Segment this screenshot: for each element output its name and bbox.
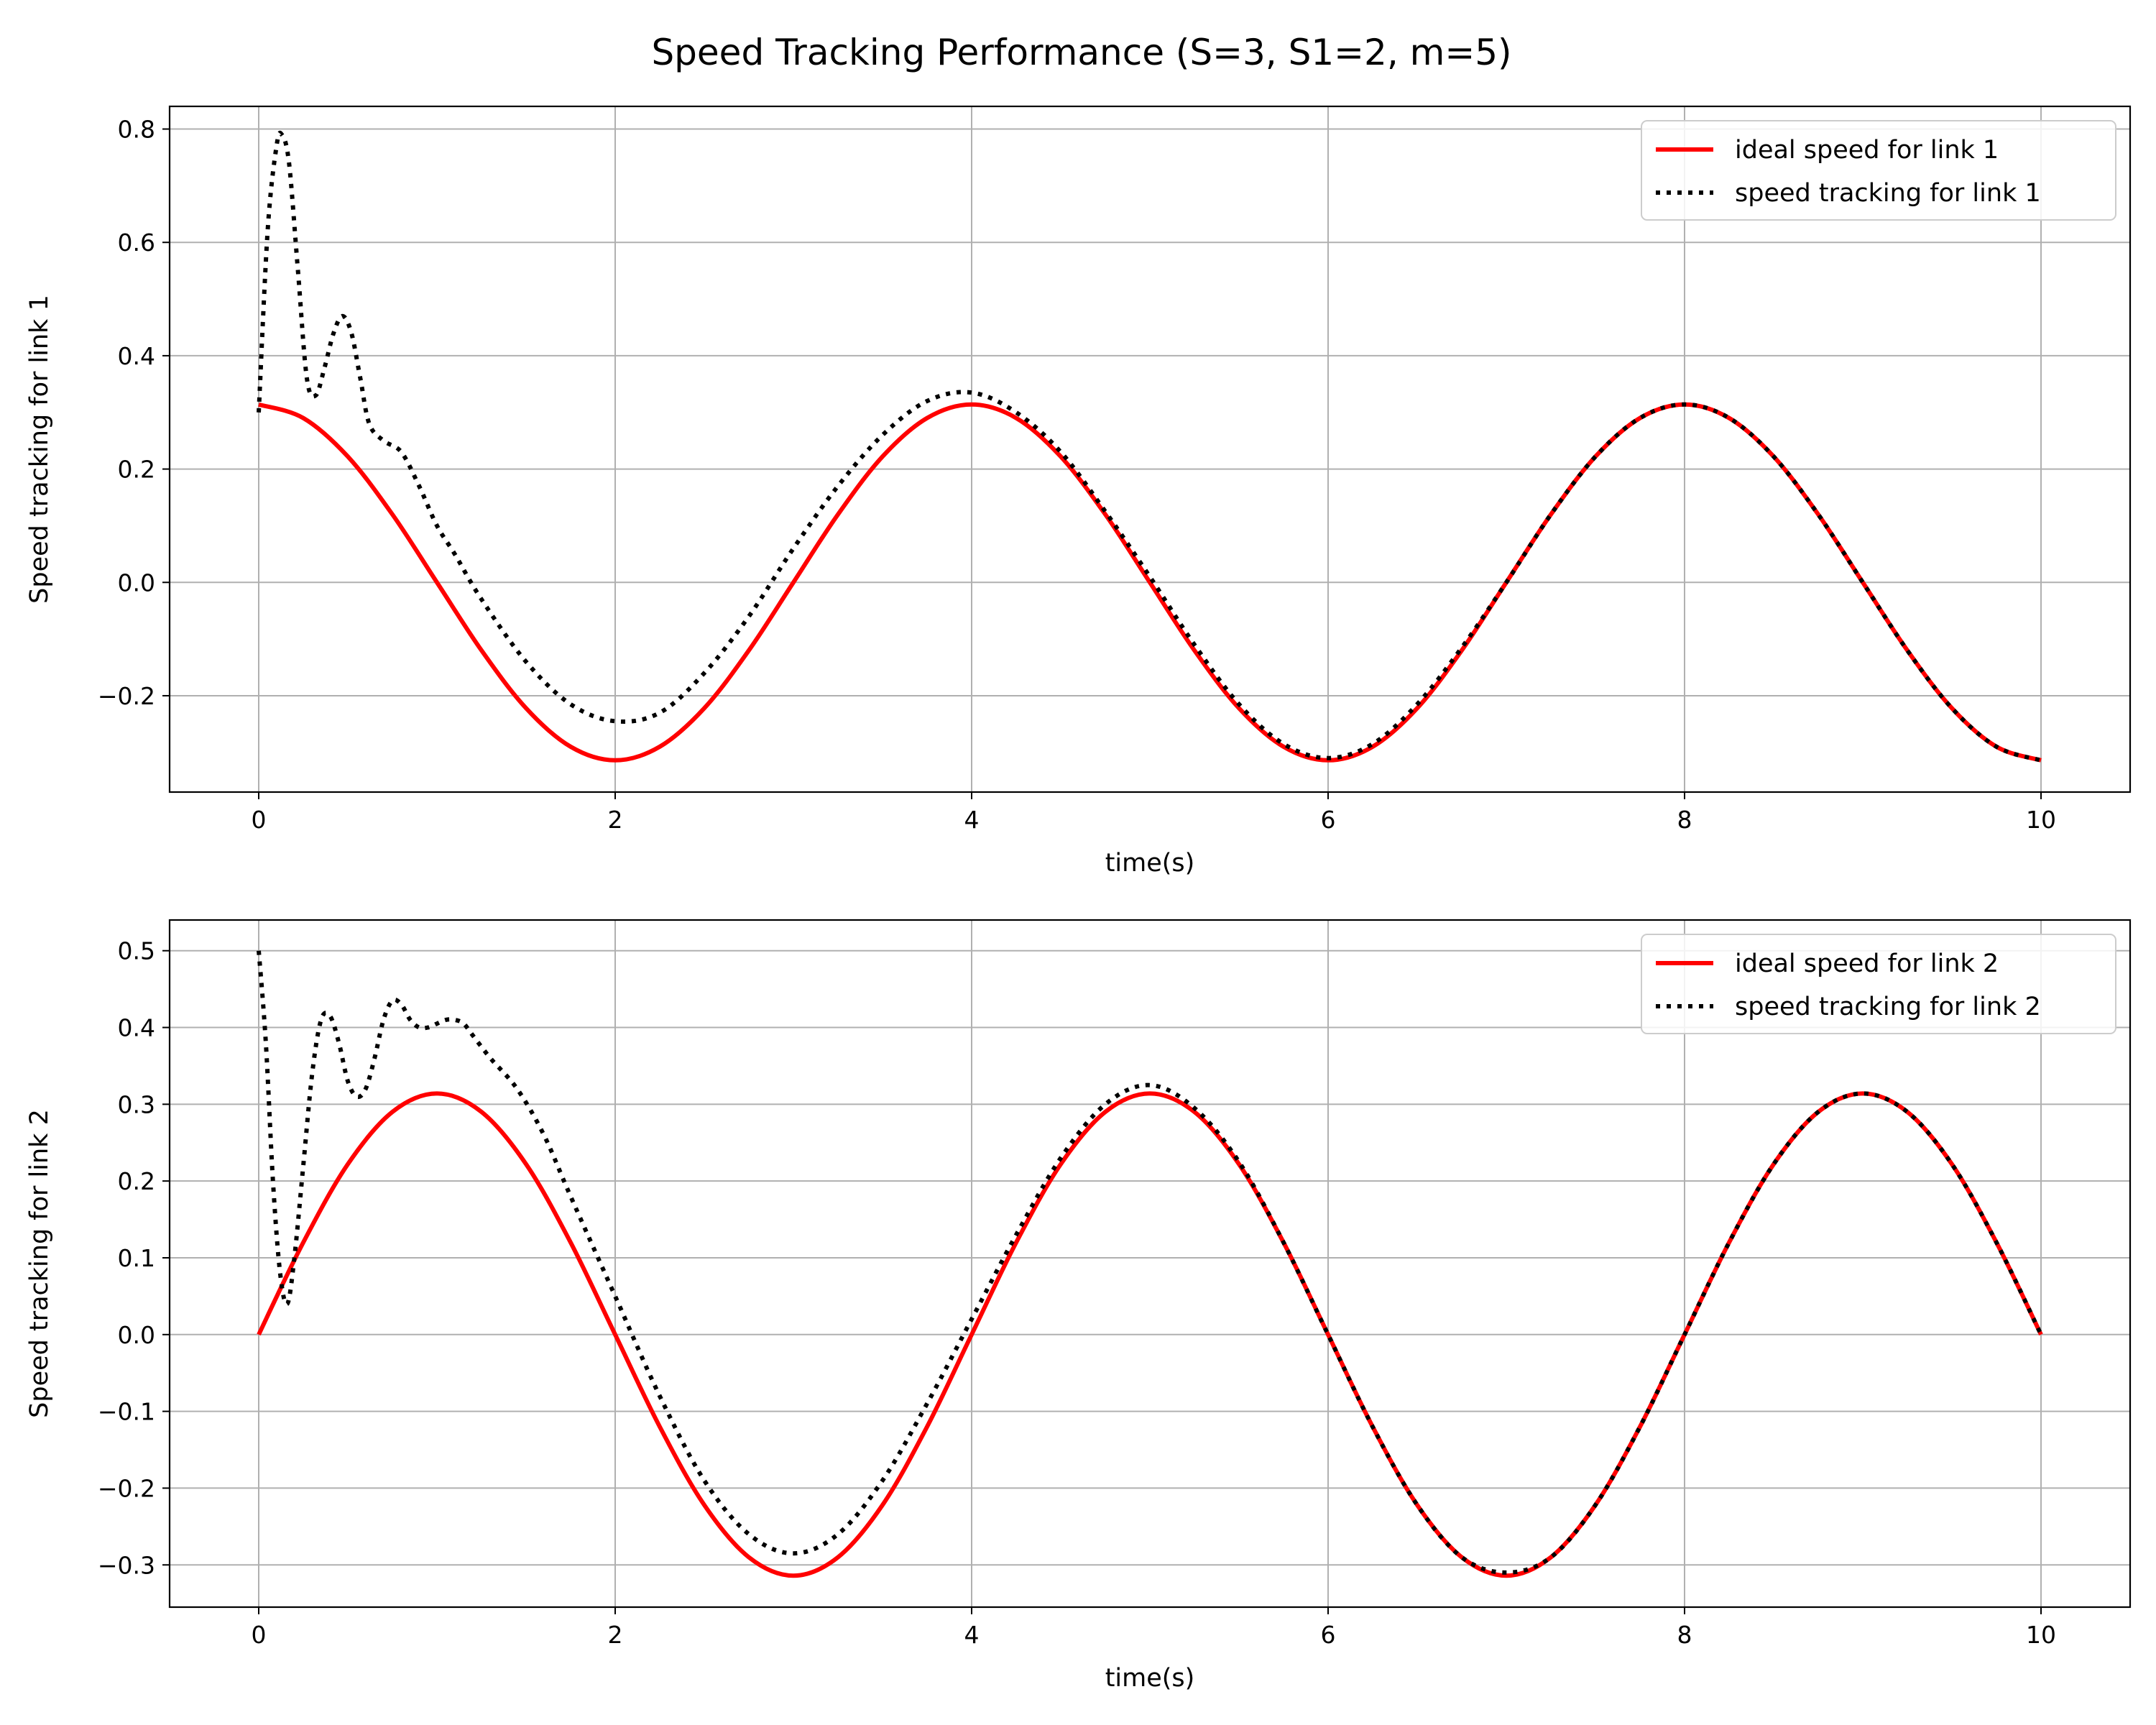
x-tick-label: 0	[252, 1621, 267, 1649]
x-tick-label: 10	[2026, 1621, 2056, 1649]
x-axis-label: time(s)	[1105, 849, 1195, 878]
y-tick-label: 0.6	[118, 229, 155, 257]
series-line-2	[257, 130, 2042, 763]
x-tick-label: 10	[2026, 806, 2056, 834]
legend-label-2: speed tracking for link 1	[1735, 179, 2041, 208]
legend: ideal speed for link 2 speed tracking for…	[1641, 934, 2116, 1034]
legend-label-1: ideal speed for link 1	[1735, 136, 1999, 165]
x-tick-label: 8	[1677, 1621, 1692, 1649]
y-tick-label: 0.1	[118, 1244, 155, 1272]
y-axis-label: Speed tracking for link 1	[25, 295, 54, 604]
y-tick-label: 0.0	[118, 1321, 155, 1349]
x-axis-label: time(s)	[1105, 1664, 1195, 1693]
y-tick-label: 0.2	[118, 1167, 155, 1195]
figure-title: Speed Tracking Performance (S=3, S1=2, m…	[651, 32, 1511, 73]
y-tick-label: 0.2	[118, 456, 155, 484]
legend: ideal speed for link 1 speed tracking for…	[1641, 120, 2116, 221]
axes-frame	[168, 919, 2132, 1609]
x-tick-label: 8	[1677, 806, 1692, 834]
y-axis-label: Speed tracking for link 2	[25, 1109, 54, 1418]
series-line-1	[258, 402, 2042, 763]
subplots: 0 2 4 6 8 10 −0.2 0.0 0.2 0.4 0.6 0.8 time(s) Speed t…	[25, 105, 2132, 1693]
y-tick-label: 0.8	[118, 116, 155, 144]
legend-label-2: speed tracking for link 2	[1735, 993, 2041, 1021]
x-tick-label: 2	[608, 1621, 623, 1649]
x-tick-label: 4	[964, 1621, 980, 1649]
x-tick-label: 6	[1321, 806, 1336, 834]
axes-frame	[168, 105, 2132, 794]
y-tick-label: −0.1	[98, 1398, 155, 1426]
x-tick-label: 6	[1321, 1621, 1336, 1649]
y-tick-label: 0.4	[118, 342, 155, 370]
y-tick-label: 0.3	[118, 1090, 155, 1118]
legend-label-1: ideal speed for link 2	[1735, 949, 1999, 978]
x-tick-label: 2	[608, 806, 623, 834]
subplot-1: 0 2 4 6 8 10 −0.2 0.0 0.2 0.4 0.6 0.8 time(s) Speed t…	[25, 105, 2132, 878]
legend-box	[1641, 934, 2116, 1034]
y-tick-label: −0.3	[98, 1551, 155, 1579]
y-tick-label: 0.0	[118, 569, 155, 597]
y-tick-label: 0.5	[118, 937, 155, 965]
legend-box	[1641, 120, 2116, 221]
y-tick-label: −0.2	[98, 1474, 155, 1502]
y-tick-label: −0.2	[98, 682, 155, 710]
subplot-2: 0 2 4 6 8 10 −0.3 −0.2 −0.1 0.0 0.1 0.2 0.3 0.4 0.5 tim…	[25, 919, 2132, 1693]
y-tick-label: 0.4	[118, 1014, 155, 1042]
x-tick-label: 0	[252, 806, 267, 834]
x-tick-label: 4	[964, 806, 980, 834]
